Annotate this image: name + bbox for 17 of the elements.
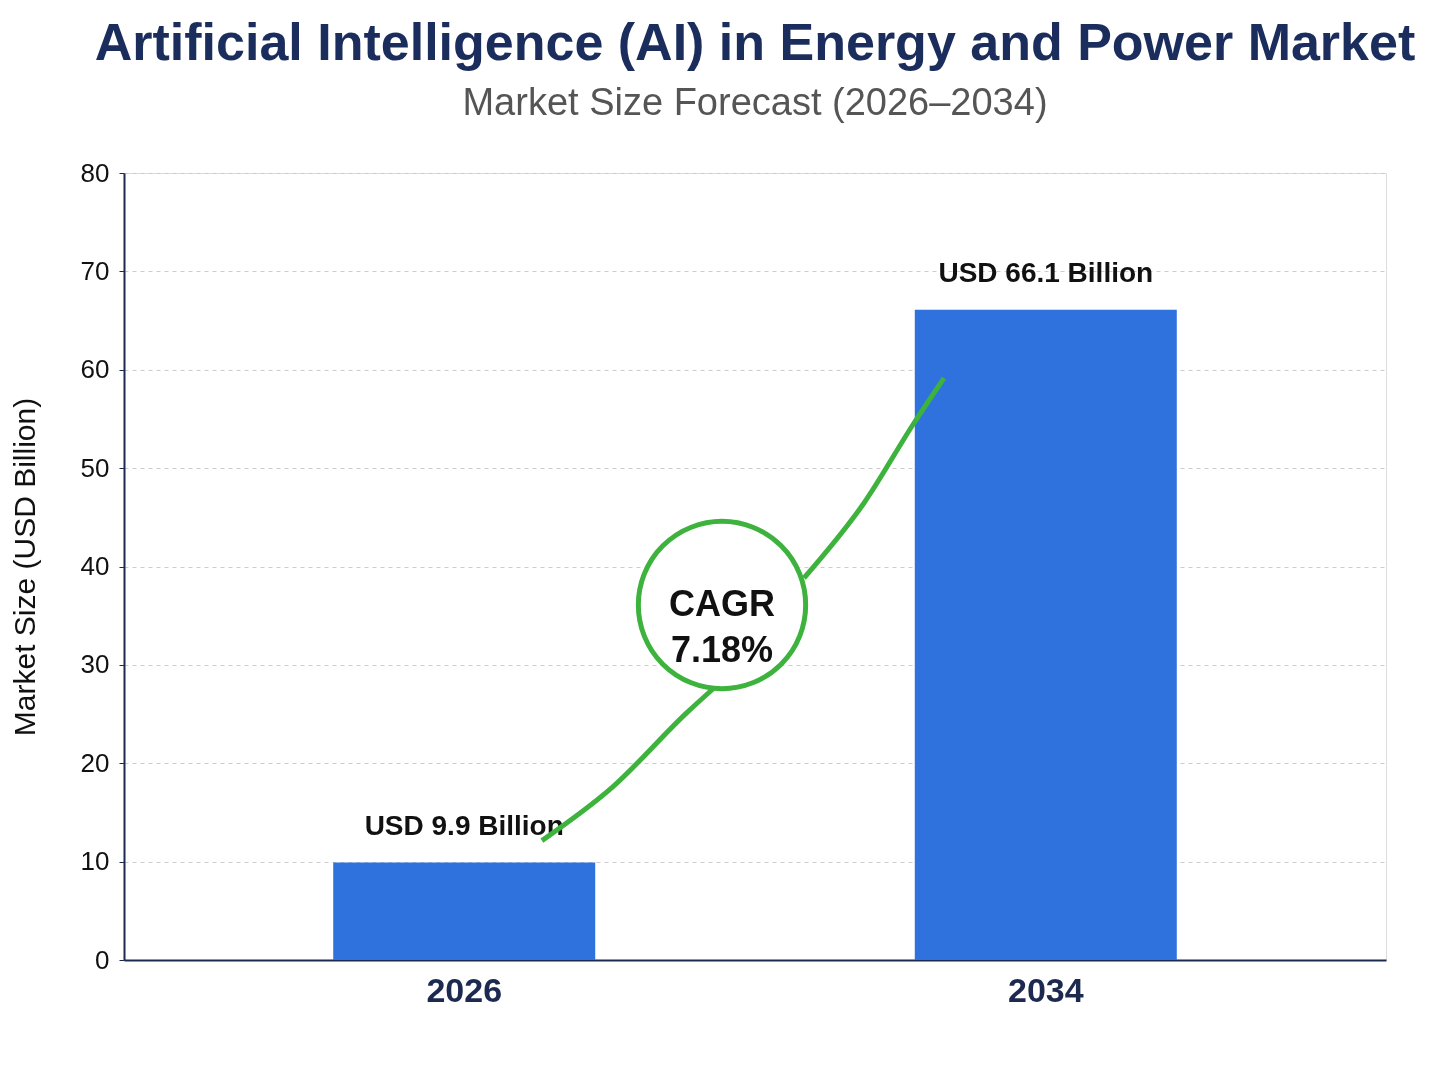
y-tick-label: 50: [80, 452, 110, 483]
y-tick-label: 0: [95, 944, 110, 975]
y-tick-label: 20: [80, 747, 110, 778]
y-tick-label: 30: [80, 649, 110, 680]
y-tick-label: 40: [80, 551, 110, 581]
x-tick-label: 2026: [426, 970, 503, 1009]
data-label: USD 66.1 Billion: [938, 256, 1154, 288]
data-label: USD 9.9 Billion: [364, 809, 564, 841]
annotation: CAGR 7.18%: [669, 583, 775, 670]
y-tick-label: 60: [80, 354, 110, 385]
y-tick-label: 70: [80, 255, 110, 286]
chart-subtitle: Market Size Forecast (2026–2034): [462, 81, 1048, 123]
y-tick-label: 80: [80, 157, 110, 188]
y-axis-title: Market Size (USD Billion): [7, 397, 41, 737]
chart-title: Artificial Intelligence (AI) in Energy and Power Market: [94, 13, 1416, 71]
x-tick-label: 2034: [1007, 970, 1084, 1009]
y-tick-label: 10: [80, 846, 110, 877]
